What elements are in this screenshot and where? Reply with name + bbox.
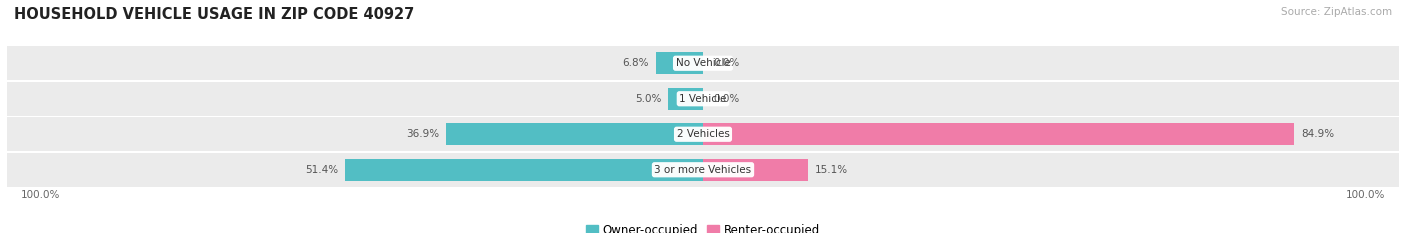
Text: 100.0%: 100.0% — [1346, 190, 1385, 200]
Text: 1 Vehicle: 1 Vehicle — [679, 94, 727, 104]
Bar — [703, 123, 1294, 145]
Text: 15.1%: 15.1% — [815, 165, 848, 175]
Text: 84.9%: 84.9% — [1301, 129, 1334, 139]
Text: 3 or more Vehicles: 3 or more Vehicles — [654, 165, 752, 175]
Bar — [668, 88, 703, 110]
Bar — [346, 159, 703, 181]
Text: 100.0%: 100.0% — [21, 190, 60, 200]
Bar — [7, 82, 1399, 116]
Bar — [7, 153, 1399, 187]
Text: HOUSEHOLD VEHICLE USAGE IN ZIP CODE 40927: HOUSEHOLD VEHICLE USAGE IN ZIP CODE 4092… — [14, 7, 415, 22]
Text: 36.9%: 36.9% — [406, 129, 439, 139]
Text: 5.0%: 5.0% — [636, 94, 661, 104]
Text: 0.0%: 0.0% — [713, 94, 740, 104]
Legend: Owner-occupied, Renter-occupied: Owner-occupied, Renter-occupied — [586, 224, 820, 233]
Bar — [7, 117, 1399, 151]
Text: No Vehicle: No Vehicle — [675, 58, 731, 68]
Bar — [703, 159, 808, 181]
Text: 51.4%: 51.4% — [305, 165, 339, 175]
Bar — [655, 52, 703, 74]
Text: Source: ZipAtlas.com: Source: ZipAtlas.com — [1281, 7, 1392, 17]
Bar — [7, 46, 1399, 80]
Text: 6.8%: 6.8% — [623, 58, 648, 68]
Bar — [446, 123, 703, 145]
Text: 2 Vehicles: 2 Vehicles — [676, 129, 730, 139]
Text: 0.0%: 0.0% — [713, 58, 740, 68]
